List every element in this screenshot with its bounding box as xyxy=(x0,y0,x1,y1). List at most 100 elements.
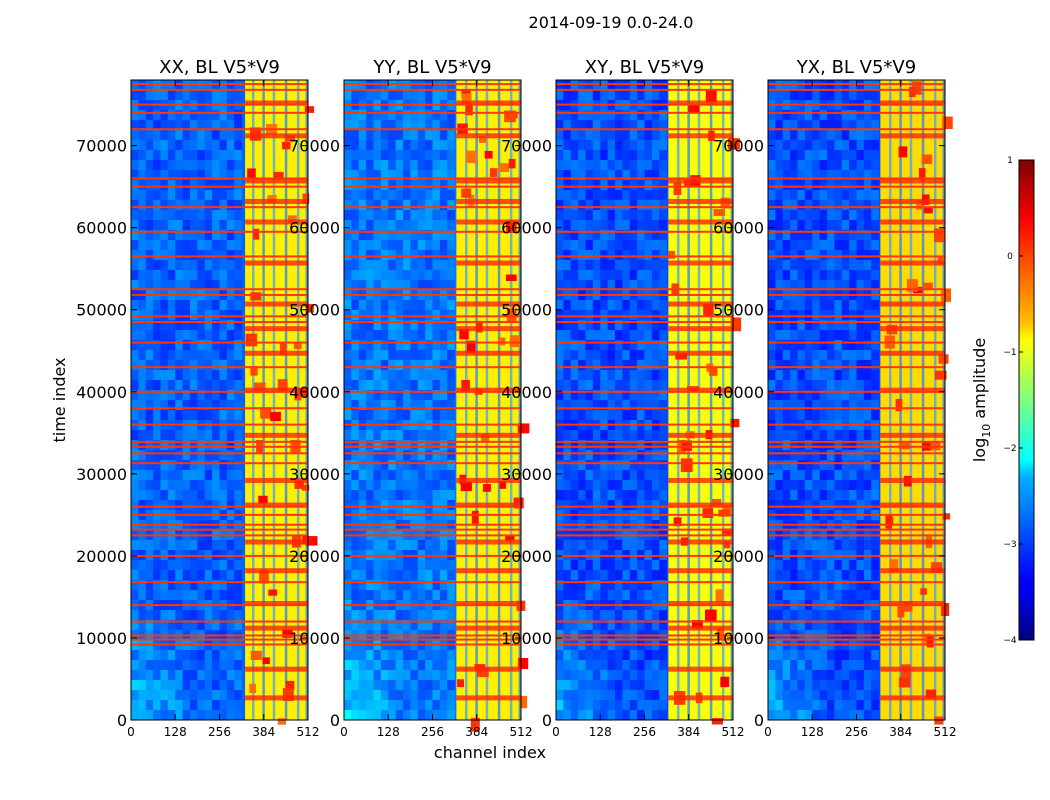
heatmap-cell xyxy=(556,650,564,661)
heatmap-cell xyxy=(373,130,382,141)
heatmap-cell xyxy=(388,250,396,261)
heatmap-cell xyxy=(219,490,228,501)
band-stripe xyxy=(465,80,468,720)
heatmap-cell xyxy=(775,500,784,511)
heatmap-cell xyxy=(834,250,843,261)
heatmap-cell xyxy=(812,360,820,371)
heatmap-cell xyxy=(644,220,653,231)
heatmap-cell xyxy=(153,440,161,451)
heatmap-cell xyxy=(439,80,448,91)
heatmap-cell xyxy=(131,170,139,181)
heatmap-cell xyxy=(871,430,879,441)
heatmap-cell xyxy=(373,490,382,501)
rfi-row xyxy=(768,88,945,91)
heatmap-cell xyxy=(856,580,865,591)
heatmap-cell xyxy=(797,440,806,451)
heatmap-cell xyxy=(812,470,820,481)
heatmap-cell xyxy=(175,490,183,501)
heatmap-cell xyxy=(138,490,147,501)
heatmap-cell xyxy=(432,680,441,691)
heatmap-cell xyxy=(600,370,608,381)
heatmap-cell xyxy=(578,330,586,341)
rfi-row xyxy=(556,255,733,258)
heatmap-cell xyxy=(834,320,843,331)
band-hotspot xyxy=(250,366,258,376)
heatmap-cell xyxy=(585,620,594,631)
heatmap-cell xyxy=(226,650,235,661)
heatmap-cell xyxy=(234,350,242,361)
rfi-row xyxy=(556,445,733,448)
heatmap-cell xyxy=(153,580,161,591)
heatmap-cell xyxy=(856,370,865,381)
heatmap-cell xyxy=(190,300,198,311)
heatmap-cell xyxy=(234,430,242,441)
heatmap-cell xyxy=(819,430,828,441)
heatmap-cell xyxy=(234,650,242,661)
heatmap-cell xyxy=(790,650,798,661)
heatmap-cell xyxy=(138,190,147,201)
heatmap-cell xyxy=(782,260,791,271)
heatmap-cell xyxy=(812,430,820,441)
heatmap-cell xyxy=(659,350,667,361)
heatmap-cell xyxy=(344,80,352,91)
band-row xyxy=(245,568,308,574)
heatmap-cell xyxy=(629,190,638,201)
heatmap-cell xyxy=(659,240,667,251)
heatmap-cell xyxy=(819,370,828,381)
heatmap-cell xyxy=(812,220,820,231)
heatmap-cell xyxy=(585,440,594,451)
band-stripe xyxy=(697,80,701,720)
heatmap-cell xyxy=(563,400,572,411)
heatmap-cell xyxy=(226,500,235,511)
heatmap-cell xyxy=(804,150,813,161)
heatmap-cell xyxy=(849,570,857,581)
heatmap-cell xyxy=(358,230,367,241)
heatmap-cell xyxy=(167,610,176,621)
heatmap-cell xyxy=(439,680,448,691)
band-hotspot xyxy=(721,528,733,536)
heatmap-cell xyxy=(644,170,653,181)
heatmap-cell xyxy=(768,300,776,311)
rfi-row xyxy=(344,445,521,448)
heatmap-cell xyxy=(812,300,820,311)
band-row xyxy=(456,219,521,225)
heatmap-cell xyxy=(812,160,820,171)
heatmap-cell xyxy=(600,590,608,601)
heatmap-cell xyxy=(834,680,843,691)
rfi-row xyxy=(131,206,308,209)
heatmap-cell xyxy=(556,670,564,681)
heatmap-cell xyxy=(373,120,382,131)
heatmap-cell xyxy=(373,220,382,231)
band-hotspot xyxy=(499,481,507,489)
heatmap-cell xyxy=(131,450,139,461)
heatmap-cell xyxy=(819,490,828,501)
heatmap-cell xyxy=(145,430,154,441)
heatmap-cell xyxy=(622,470,631,481)
heatmap-cell xyxy=(432,260,441,271)
heatmap-cell xyxy=(827,660,835,671)
heatmap-cell xyxy=(145,160,154,171)
heatmap-cell xyxy=(182,620,191,631)
heatmap-cell xyxy=(153,700,161,711)
heatmap-cell xyxy=(197,180,206,191)
heatmap-cell xyxy=(637,370,645,381)
heatmap-cell xyxy=(790,340,798,351)
heatmap-cell xyxy=(592,620,601,631)
heatmap-cell xyxy=(629,390,638,401)
heatmap-cell xyxy=(790,120,798,131)
heatmap-cell xyxy=(637,220,645,231)
heatmap-cell xyxy=(439,170,448,181)
heatmap-cell xyxy=(131,260,139,271)
heatmap-cell xyxy=(804,390,813,401)
heatmap-cell xyxy=(410,410,419,421)
heatmap-cell xyxy=(197,690,206,701)
heatmap-cell xyxy=(834,490,843,501)
band-row xyxy=(245,666,308,672)
heatmap-cell xyxy=(804,130,813,141)
heatmap-cell xyxy=(556,470,564,481)
heatmap-cell xyxy=(570,160,579,171)
heatmap-cell xyxy=(403,580,411,591)
heatmap-cell xyxy=(182,310,191,321)
heatmap-cell xyxy=(849,130,857,141)
heatmap-cell xyxy=(395,300,404,311)
